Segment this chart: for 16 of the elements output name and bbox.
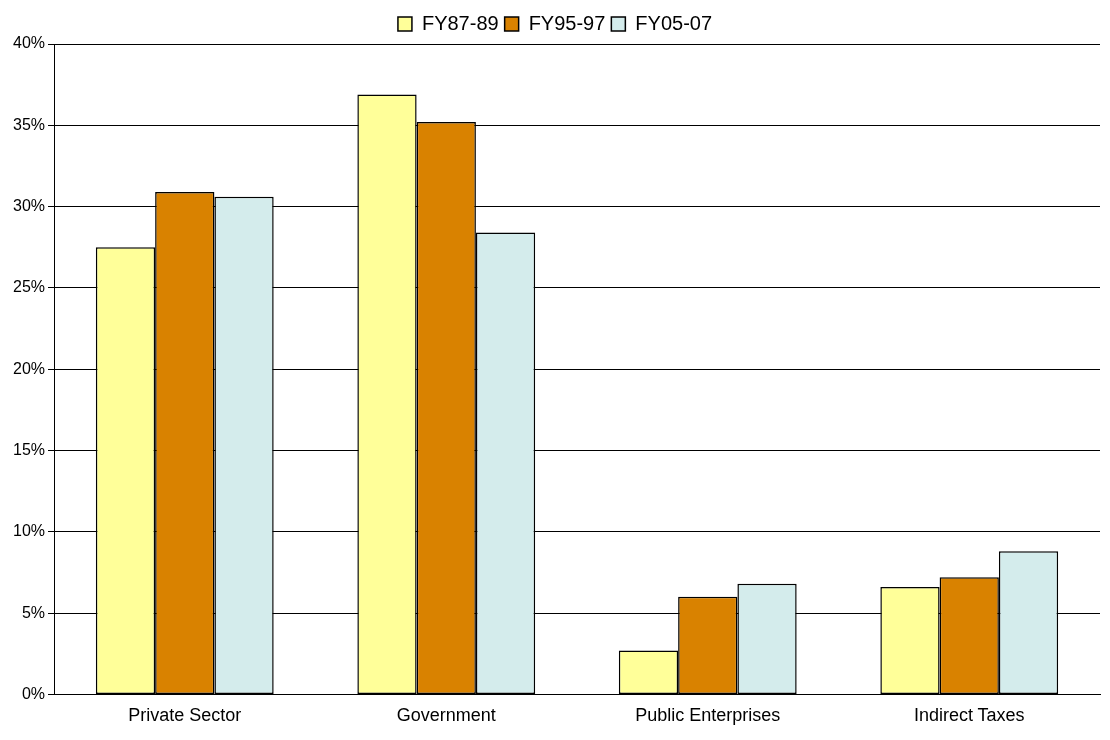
y-tick-label: 35%	[12, 115, 46, 133]
y-tick-label: 10%	[12, 522, 46, 540]
y-tick-label: 20%	[12, 359, 46, 377]
legend-label: FY95-97	[528, 11, 606, 34]
x-tick-label: Private Sector	[128, 705, 242, 726]
y-tick-label: 15%	[12, 440, 46, 458]
y-tick-label: 5%	[21, 603, 46, 621]
legend-label: FY05-07	[635, 11, 713, 34]
y-tick-label: 25%	[12, 278, 46, 296]
y-tick-label: 40%	[12, 34, 46, 52]
x-tick-label: Public Enterprises	[635, 705, 781, 726]
x-tick-label: Government	[396, 705, 496, 726]
y-tick-label: 30%	[12, 197, 46, 215]
legend-label: FY87-89	[421, 11, 499, 34]
x-tick-label: Indirect Taxes	[913, 705, 1025, 726]
y-tick-label: 0%	[21, 684, 46, 702]
